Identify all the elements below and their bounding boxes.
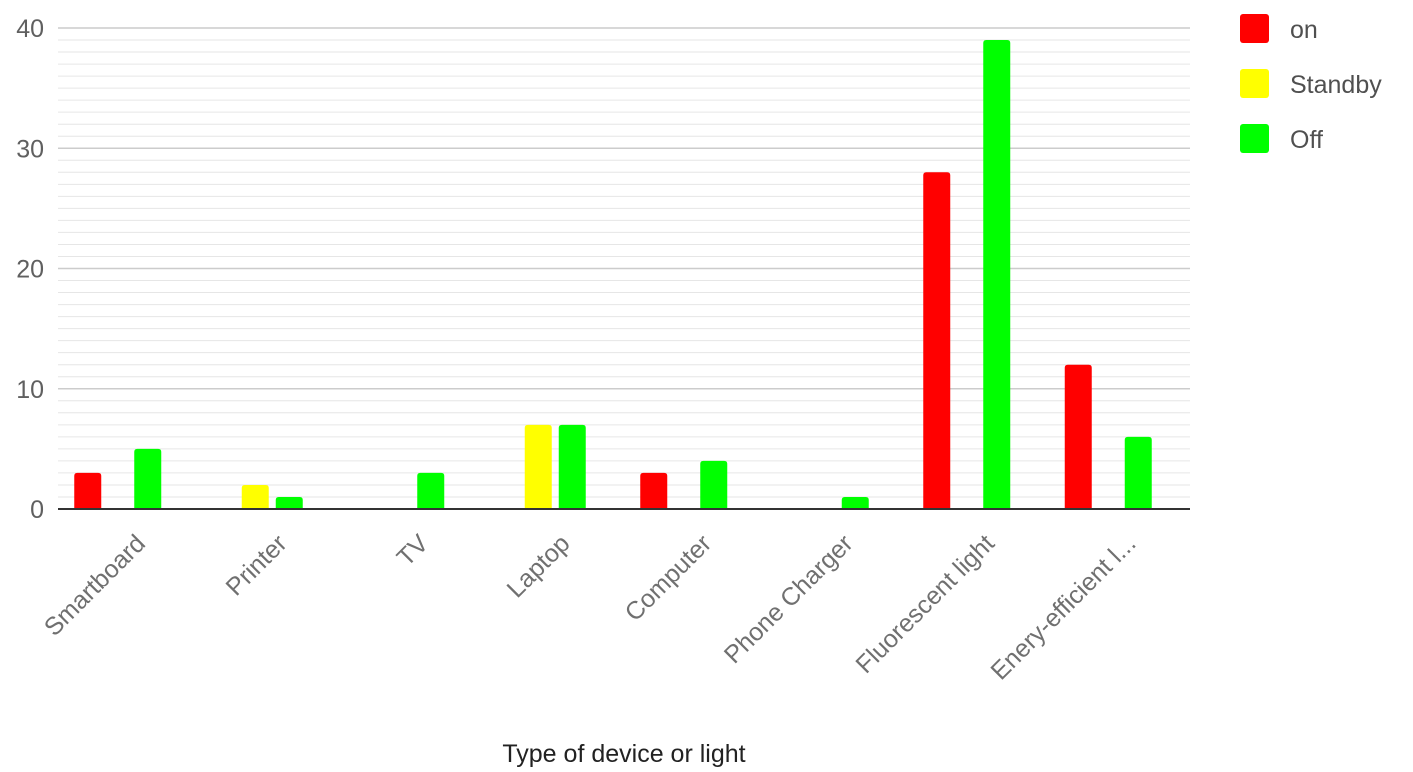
grid-lines: [58, 27, 1190, 498]
x-category-label: Phone Charger: [719, 529, 859, 669]
bar-off-5: [841, 496, 869, 509]
legend-label-on: on: [1290, 16, 1318, 44]
y-tick-label: 10: [16, 376, 44, 404]
bar-on-7: [1064, 364, 1092, 509]
legend-label-off: Off: [1290, 126, 1323, 154]
x-category-label: Enery-efficient l...: [985, 529, 1141, 685]
legend-label-standby: Standby: [1290, 71, 1382, 99]
bars: [74, 40, 1152, 510]
bar-off-0: [134, 448, 162, 509]
bar-on-0: [74, 472, 102, 509]
bar-off-6: [983, 40, 1011, 510]
bar-standby-1: [241, 484, 269, 509]
x-category-label: Smartboard: [39, 529, 151, 641]
x-category-label: Printer: [221, 529, 293, 601]
x-category-label: Computer: [620, 529, 717, 626]
legend-swatch-standby: [1240, 69, 1269, 98]
x-category-label: Fluorescent light: [850, 529, 1000, 679]
y-tick-label: 20: [16, 256, 44, 284]
y-tick-label: 0: [30, 496, 44, 524]
legend-swatch-on: [1240, 14, 1269, 43]
bar-off-4: [700, 460, 728, 509]
bar-off-1: [275, 496, 303, 509]
legend: on Standby Off: [1240, 14, 1382, 154]
x-category-label: TV: [392, 529, 435, 572]
bar-on-4: [640, 472, 668, 509]
y-tick-label: 30: [16, 135, 44, 163]
x-axis-categories: Smartboard Printer TV Laptop Computer Phone C…: [39, 529, 1142, 685]
bar-on-6: [923, 172, 951, 510]
bar-standby-3: [524, 424, 552, 509]
y-axis-ticks: 0 10 20 30 40: [16, 15, 44, 524]
x-category-label: Laptop: [502, 529, 576, 603]
bar-off-2: [417, 472, 445, 509]
y-tick-label: 40: [16, 15, 44, 43]
bar-off-7: [1124, 436, 1152, 509]
bar-off-3: [558, 424, 586, 509]
x-axis-title: Type of device or light: [502, 740, 745, 768]
legend-swatch-off: [1240, 124, 1269, 153]
